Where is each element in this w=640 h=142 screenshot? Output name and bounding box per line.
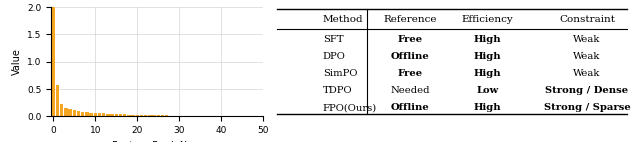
Text: Weak: Weak: [573, 52, 601, 61]
Bar: [148, 115, 152, 116]
Bar: [52, 7, 55, 116]
Bar: [115, 114, 118, 116]
Bar: [140, 115, 143, 116]
Text: Strong / Dense: Strong / Dense: [545, 86, 628, 95]
Text: SFT: SFT: [323, 35, 344, 44]
Bar: [152, 115, 156, 116]
Text: High: High: [474, 103, 501, 112]
Text: Weak: Weak: [573, 35, 601, 44]
Text: Strong / Sparse: Strong / Sparse: [543, 103, 630, 112]
Bar: [131, 115, 135, 116]
Bar: [127, 115, 131, 116]
Bar: [64, 108, 68, 116]
Bar: [106, 114, 109, 116]
X-axis label: Feature Rank Num: Feature Rank Num: [112, 141, 203, 142]
Bar: [144, 115, 147, 116]
Text: Offline: Offline: [391, 103, 429, 112]
Text: Constraint: Constraint: [559, 15, 615, 24]
Bar: [157, 115, 160, 116]
Bar: [98, 113, 101, 116]
Text: DPO: DPO: [323, 52, 346, 61]
Bar: [161, 115, 164, 116]
Text: Reference: Reference: [383, 15, 437, 24]
Text: TDPO: TDPO: [323, 86, 353, 95]
Bar: [111, 114, 114, 116]
Bar: [72, 110, 76, 116]
Text: Offline: Offline: [391, 52, 429, 61]
Text: Needed: Needed: [390, 86, 430, 95]
Bar: [102, 113, 106, 116]
Text: Low: Low: [476, 86, 499, 95]
Bar: [136, 115, 139, 116]
Text: Weak: Weak: [573, 69, 601, 78]
Bar: [169, 115, 173, 116]
Text: High: High: [474, 69, 501, 78]
Bar: [68, 109, 72, 116]
Text: High: High: [474, 35, 501, 44]
Bar: [90, 113, 93, 116]
Bar: [119, 114, 122, 116]
Text: High: High: [474, 52, 501, 61]
Text: Method: Method: [323, 15, 364, 24]
Text: SimPO: SimPO: [323, 69, 357, 78]
Bar: [85, 112, 88, 116]
Bar: [123, 114, 126, 116]
Bar: [56, 85, 59, 116]
Bar: [77, 111, 80, 116]
Bar: [81, 111, 84, 116]
Y-axis label: Value: Value: [12, 48, 22, 75]
Bar: [93, 113, 97, 116]
Text: FPO(Ours): FPO(Ours): [323, 103, 377, 112]
Bar: [165, 115, 168, 116]
Bar: [60, 104, 63, 116]
Text: Free: Free: [397, 69, 423, 78]
Text: Efficiency: Efficiency: [461, 15, 513, 24]
Text: Free: Free: [397, 35, 423, 44]
